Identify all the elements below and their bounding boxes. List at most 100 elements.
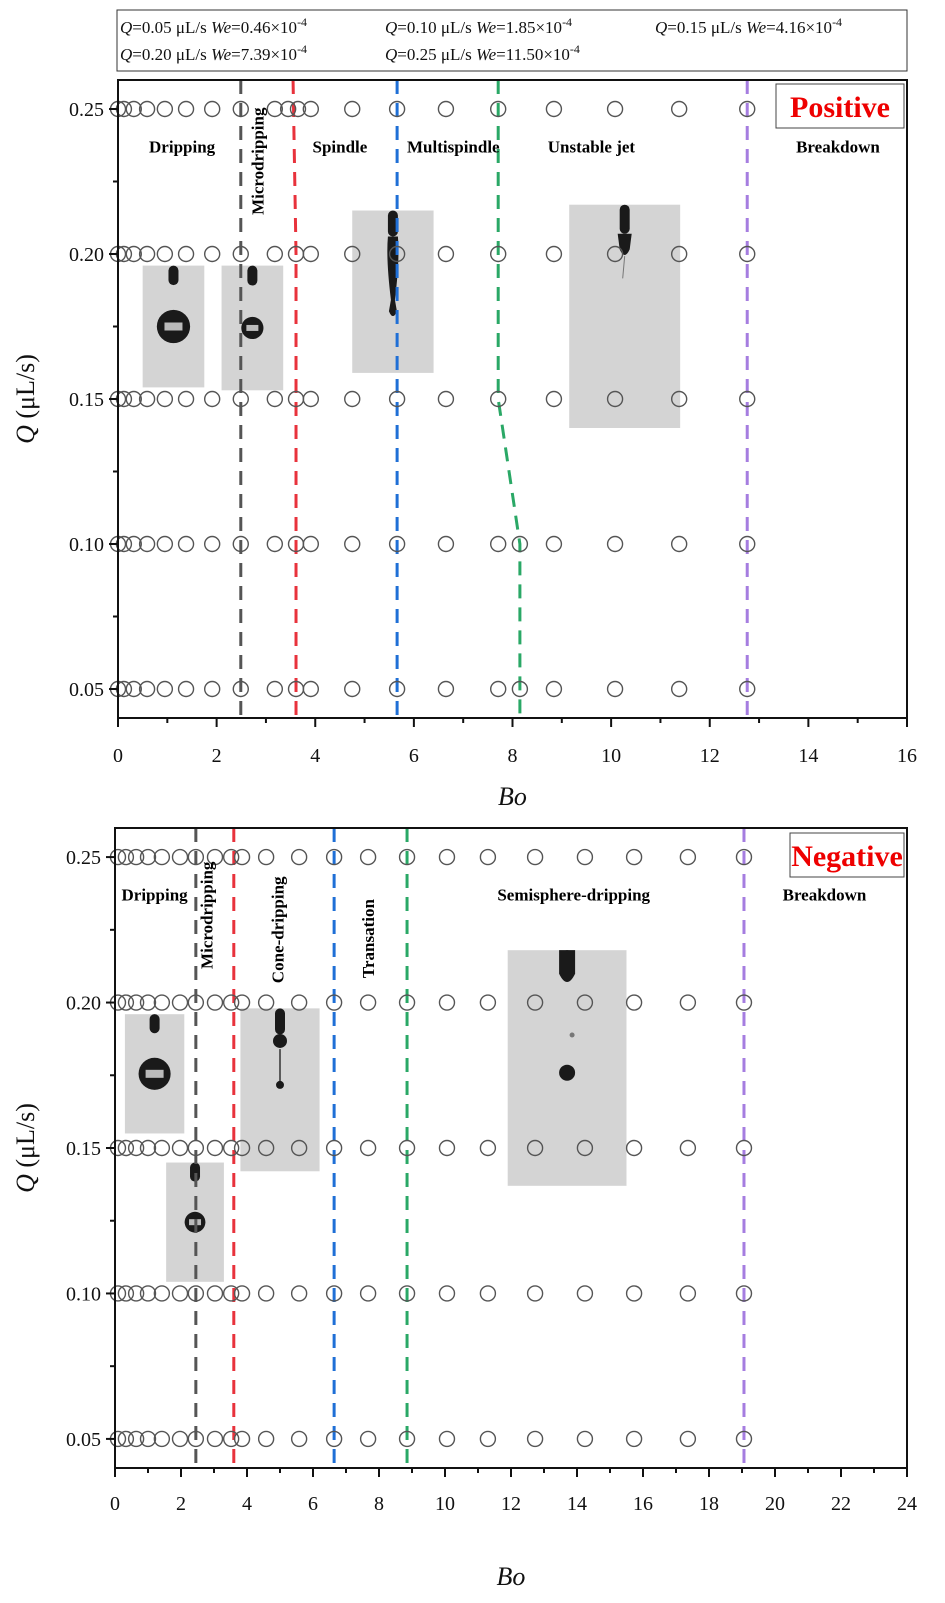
data-point <box>302 245 320 263</box>
legend-q-value: =0.05 μL/s <box>132 18 211 37</box>
data-point <box>206 994 224 1011</box>
data-point <box>279 100 297 118</box>
data-point <box>625 1139 643 1157</box>
cone-dripping-photo <box>240 1008 320 1172</box>
data-point <box>290 848 308 866</box>
data-point <box>138 245 156 263</box>
data-point <box>290 1430 308 1448</box>
y-tick-label: 0.25 <box>66 847 101 869</box>
region-label: Transation <box>359 898 378 978</box>
data-point <box>153 994 171 1011</box>
data-point <box>117 1139 135 1157</box>
data-point <box>359 1430 377 1448</box>
data-point <box>576 848 594 866</box>
data-point <box>203 390 221 408</box>
data-point <box>266 535 284 553</box>
data-point <box>138 680 156 698</box>
data-point <box>576 994 594 1011</box>
legend-entry: Q=0.05 μL/s We=0.46×10-4 <box>120 15 307 37</box>
legend-box <box>116 9 908 72</box>
data-point <box>606 680 624 698</box>
data-point <box>438 994 456 1011</box>
data-point <box>232 100 249 118</box>
x-tick-label: 22 <box>831 1493 851 1515</box>
jet-thread <box>622 256 626 279</box>
data-point <box>344 100 361 118</box>
x-tick-label: 14 <box>798 745 818 767</box>
data-point <box>388 680 406 698</box>
data-point <box>266 680 284 698</box>
data-point <box>177 100 195 118</box>
dripping-photo <box>142 265 205 388</box>
droplet-highlight <box>145 1069 164 1078</box>
data-point <box>739 680 756 698</box>
data-point <box>222 1285 240 1302</box>
data-point <box>359 994 377 1011</box>
data-point <box>125 680 142 698</box>
data-point <box>606 100 624 118</box>
chart-negative: Dripping Microdripping Cone-dripping Transa… <box>11 827 917 1591</box>
x-tick-label: 12 <box>700 745 720 767</box>
data-point <box>206 1285 224 1302</box>
data-point <box>679 1285 697 1302</box>
data-point <box>606 535 624 553</box>
satellite-drop <box>569 1032 575 1038</box>
data-point <box>438 1430 456 1448</box>
data-point <box>739 535 756 553</box>
data-point <box>153 1139 171 1157</box>
data-point <box>117 1430 135 1448</box>
data-point <box>203 680 221 698</box>
data-point <box>257 1139 275 1157</box>
droplet-highlight <box>164 322 183 331</box>
unstable-jet-photo <box>569 204 681 428</box>
x-tick-label: 12 <box>501 1493 521 1515</box>
data-point <box>138 100 156 118</box>
chart-positive: Dripping Microdripping Spindle Multispindle… <box>11 79 917 811</box>
data-point <box>171 848 189 866</box>
legend-q-symbol: Q <box>120 45 132 64</box>
data-point <box>679 1139 697 1157</box>
data-point <box>670 535 688 553</box>
y-tick-label: 0.10 <box>69 534 104 556</box>
data-point <box>232 680 249 698</box>
y-tick-label: 0.05 <box>66 1429 101 1451</box>
legend-entry: Q=0.25 μL/s We=11.50×10-4 <box>385 42 580 64</box>
data-point <box>156 535 174 553</box>
data-point <box>117 848 135 866</box>
data-point <box>438 848 456 866</box>
legend-we-exponent: -4 <box>832 15 842 29</box>
y-tick-label: 0.20 <box>66 993 101 1015</box>
data-point <box>302 100 320 118</box>
data-point <box>290 994 308 1011</box>
data-point <box>206 1139 224 1157</box>
data-point <box>489 680 507 698</box>
data-point <box>670 390 688 408</box>
legend-q-value: =0.15 μL/s <box>667 18 746 37</box>
data-point <box>344 535 361 553</box>
region-label: Microdripping <box>197 861 216 969</box>
boundary-multispindle-unstable-jet <box>496 80 522 718</box>
needle-icon <box>247 265 258 286</box>
data-point <box>325 994 343 1011</box>
data-point <box>398 1285 416 1302</box>
data-point <box>171 1139 189 1157</box>
y-axis-variable: Q <box>11 425 40 444</box>
legend-we-exponent: -4 <box>297 15 307 29</box>
data-point <box>438 1139 456 1157</box>
data-point <box>735 1430 753 1448</box>
x-tick-label: 0 <box>113 745 123 767</box>
data-point <box>139 1430 157 1448</box>
needle-icon <box>387 210 398 237</box>
legend-we-exponent: -4 <box>570 42 580 56</box>
data-point <box>625 1430 643 1448</box>
y-axis-unit: (μL/s) <box>11 1103 40 1174</box>
data-point <box>222 848 240 866</box>
legend-we-value: =7.39×10 <box>231 45 297 64</box>
data-point <box>545 390 563 408</box>
data-point <box>388 245 406 263</box>
data-point <box>739 245 756 263</box>
data-point <box>625 1285 643 1302</box>
y-tick-label: 0.15 <box>69 389 104 411</box>
y-tick-label: 0.10 <box>66 1283 101 1305</box>
data-point <box>187 994 205 1011</box>
